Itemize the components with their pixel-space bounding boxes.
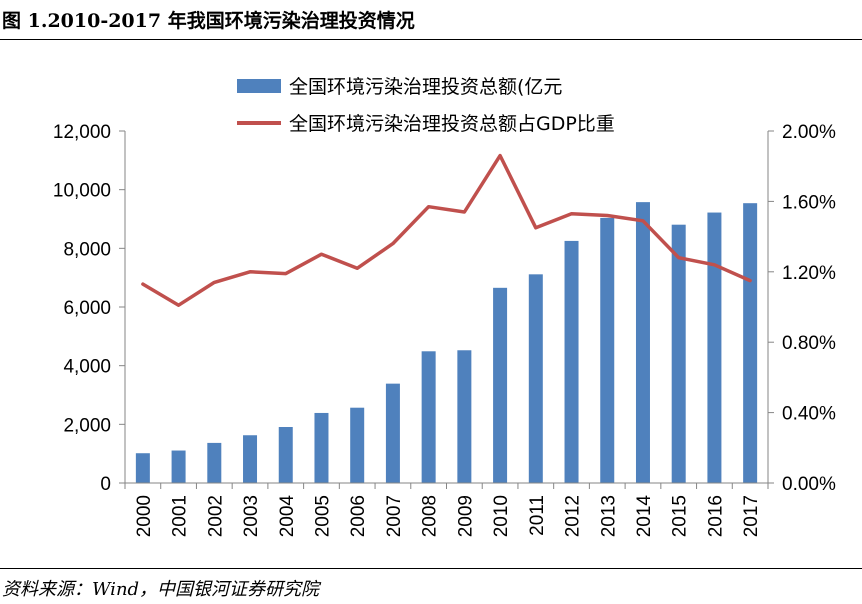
combo-chart: 全国环境污染治理投资总额(亿元 全国环境污染治理投资总额占GDP比重 0 2,00…	[53, 76, 836, 538]
left-tick-label: 10,000	[53, 181, 111, 202]
x-tick-label: 2006	[348, 495, 369, 537]
x-tick-label: 2000	[134, 495, 155, 537]
right-tick-label: 1.60%	[782, 192, 836, 213]
x-tick-label: 2011	[527, 495, 548, 536]
line-series	[141, 153, 752, 307]
bar	[743, 203, 758, 483]
bar-series	[135, 202, 758, 483]
x-tick-label: 2001	[170, 495, 191, 537]
bar	[493, 287, 508, 483]
bar	[528, 274, 543, 483]
left-tick-label: 12,000	[53, 122, 111, 143]
chart-legend: 全国环境污染治理投资总额(亿元 全国环境污染治理投资总额占GDP比重	[237, 76, 615, 135]
bar	[707, 212, 722, 483]
left-axis: 0 2,000 4,000 6,000 8,000 10,000 12,000	[53, 122, 126, 495]
bar	[385, 383, 400, 483]
x-tick-label: 2008	[420, 495, 441, 537]
left-tick-label: 2,000	[63, 415, 111, 436]
bar	[135, 453, 150, 483]
bar	[635, 202, 650, 483]
bar	[243, 435, 258, 483]
x-tick-label: 2002	[205, 495, 226, 537]
legend-line-label: 全国环境污染治理投资总额占GDP比重	[289, 113, 615, 135]
bar	[671, 224, 686, 483]
x-tick-label: 2003	[241, 495, 262, 537]
line-path	[141, 153, 752, 307]
x-tick-label: 2007	[384, 495, 405, 537]
right-tick-label: 0.80%	[782, 333, 836, 354]
bar	[278, 427, 293, 483]
legend-bar-label: 全国环境污染治理投资总额(亿元	[289, 76, 562, 98]
x-tick-label: 2004	[277, 495, 298, 538]
left-tick-label: 8,000	[63, 239, 111, 260]
right-tick-label: 2.00%	[782, 122, 836, 143]
x-tick-label: 2013	[598, 495, 619, 537]
left-tick-label: 0	[100, 474, 111, 495]
bar	[421, 351, 436, 483]
x-tick-label: 2012	[563, 495, 584, 537]
left-tick-label: 4,000	[63, 357, 111, 378]
bar	[171, 450, 186, 483]
bar	[350, 407, 365, 483]
right-axis: 0.00% 0.40% 0.80% 1.20% 1.60% 2.00%	[767, 122, 836, 495]
x-tick-label: 2010	[491, 495, 512, 537]
x-tick-label: 2005	[312, 495, 333, 537]
right-tick-label: 0.40%	[782, 404, 836, 425]
left-tick-label: 6,000	[63, 298, 111, 319]
bar	[207, 442, 222, 483]
x-axis: 2000 2001 2002 2003 2004 2005 2006 2007 2008 2009…	[124, 482, 769, 538]
legend-bar-swatch	[237, 79, 281, 93]
figure-title: 图 1.2010-2017 年我国环境污染治理投资情况	[2, 10, 415, 32]
x-tick-label: 2014	[634, 495, 655, 538]
bar	[457, 350, 472, 483]
x-tick-label: 2009	[455, 495, 476, 537]
bar	[564, 240, 579, 483]
bar	[600, 217, 615, 483]
x-tick-label: 2017	[741, 495, 762, 537]
bottom-rule	[0, 568, 862, 569]
x-tick-label: 2015	[670, 495, 691, 537]
right-tick-label: 1.20%	[782, 263, 836, 284]
source-note: 资料来源：Wind，中国银河证券研究院	[2, 579, 320, 600]
top-rule	[0, 39, 862, 40]
bar	[314, 412, 329, 483]
right-tick-label: 0.00%	[782, 474, 836, 495]
x-tick-label: 2016	[705, 495, 726, 537]
